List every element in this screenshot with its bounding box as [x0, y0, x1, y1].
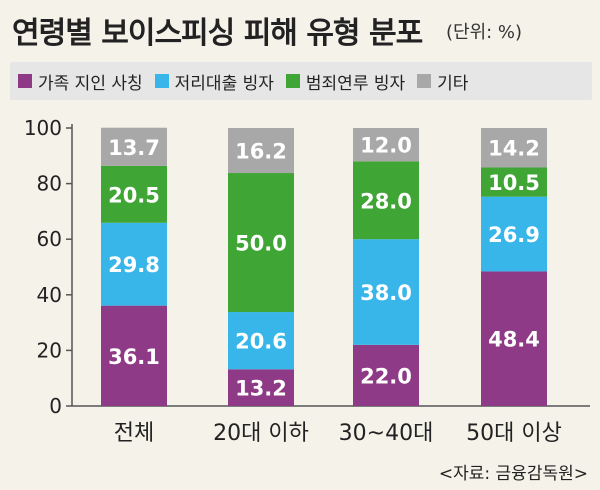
data-label: 36.1	[108, 345, 160, 369]
chart-title: 연령별 보이스피싱 피해 유형 분포	[12, 16, 423, 51]
legend-label: 범죄연루 빙자	[305, 73, 406, 94]
data-label: 13.7	[108, 136, 160, 160]
legend-item-other: 기타	[417, 69, 468, 94]
bar-segment	[353, 128, 419, 162]
data-label: 10.5	[488, 171, 540, 195]
bar-segment	[101, 127, 167, 166]
legend-label: 가족 지인 사칭	[38, 73, 143, 94]
bar-segment	[228, 173, 294, 313]
bar-segment	[101, 222, 167, 306]
data-label: 16.2	[235, 140, 287, 164]
y-tick-label: 20	[37, 338, 62, 362]
legend-item-loan: 저리대출 빙자	[154, 69, 274, 94]
data-label: 28.0	[360, 189, 412, 213]
bar-segment	[353, 344, 419, 406]
source-note: <자료: 금융감독원>	[438, 464, 588, 484]
legend-swatch	[154, 74, 169, 88]
x-category-label: 전체	[114, 421, 154, 446]
bar-segment	[481, 128, 547, 168]
data-label: 20.6	[235, 330, 287, 354]
data-label: 38.0	[360, 281, 412, 305]
y-tick-label: 40	[37, 283, 62, 307]
bar-segment	[101, 165, 167, 223]
bar-segment	[481, 196, 547, 272]
x-category-label: 30~40대	[339, 421, 434, 446]
data-label: 22.0	[360, 364, 412, 388]
data-label: 20.5	[108, 183, 160, 207]
y-tick-label: 60	[37, 227, 62, 251]
data-label: 12.0	[360, 134, 412, 158]
bar-segment	[353, 239, 419, 345]
legend-item-family: 가족 지인 사칭	[18, 69, 143, 94]
data-label: 14.2	[488, 137, 540, 161]
bar-segment	[481, 271, 547, 406]
data-label: 13.2	[235, 377, 287, 401]
data-label: 48.4	[488, 328, 540, 352]
y-tick-label: 80	[37, 172, 62, 196]
legend-swatch	[417, 74, 432, 88]
unit-label: (단위: %)	[446, 22, 523, 43]
y-tick-label: 0	[49, 394, 62, 418]
data-label: 50.0	[235, 232, 287, 256]
data-label: 26.9	[488, 223, 540, 247]
legend-swatch	[18, 74, 32, 88]
bar-segment	[228, 369, 294, 406]
bar-segment	[101, 305, 167, 406]
y-tick-label: 100	[24, 116, 62, 140]
legend-item-crime: 범죄연루 빙자	[285, 69, 406, 94]
x-category-label: 20대 이하	[213, 421, 309, 446]
data-label: 29.8	[108, 253, 160, 277]
legend: 가족 지인 사칭 저리대출 빙자 범죄연루 빙자 기타	[10, 62, 592, 100]
bar-segment	[481, 167, 547, 197]
legend-swatch	[285, 74, 300, 88]
bar-segment	[228, 128, 294, 174]
legend-label: 기타	[437, 73, 469, 94]
legend-label: 저리대출 빙자	[174, 73, 274, 94]
bar-segment	[353, 161, 419, 240]
x-category-label: 50대 이상	[466, 421, 562, 446]
bar-segment	[228, 312, 294, 370]
